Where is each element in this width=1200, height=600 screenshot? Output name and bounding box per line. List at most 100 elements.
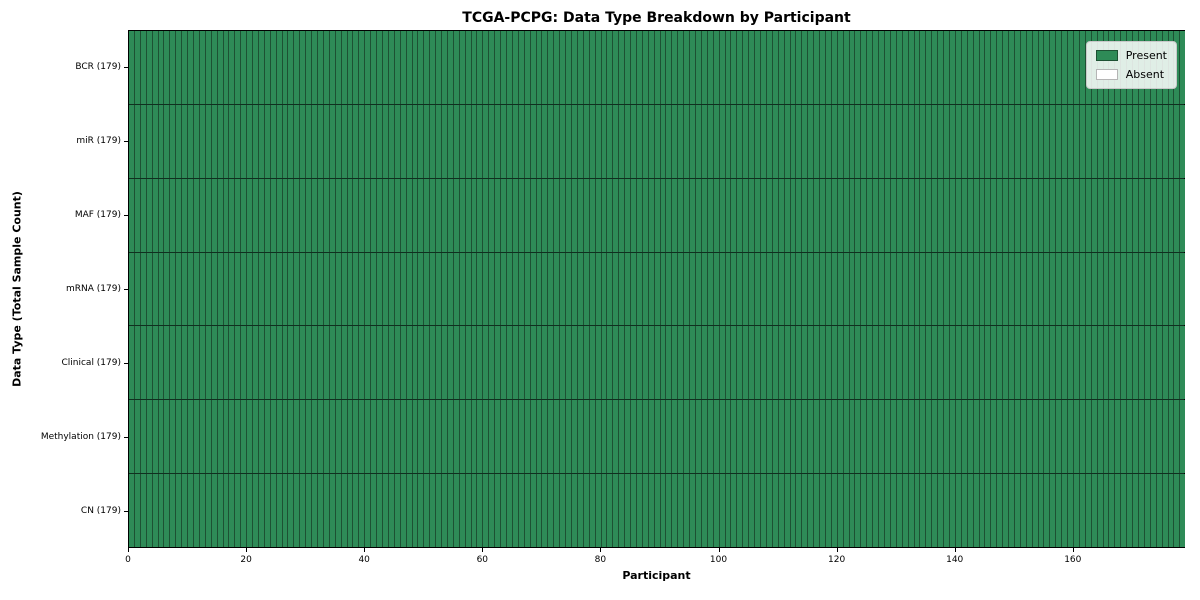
heatmap-cell (878, 104, 884, 178)
heatmap-cell (754, 104, 760, 178)
heatmap-cell (506, 326, 512, 400)
heatmap-cell (1167, 400, 1174, 474)
heatmap-cell (718, 104, 725, 178)
heatmap-cell (606, 400, 613, 474)
heatmap-cell (813, 326, 820, 400)
heatmap-cell (618, 178, 625, 252)
heatmap-cell (824, 178, 831, 252)
heatmap-cell (1126, 474, 1133, 548)
heatmap-cell (895, 104, 902, 178)
heatmap-cell (281, 31, 288, 104)
heatmap-cell (937, 400, 944, 474)
heatmap-cell (984, 31, 991, 104)
y-axis-tick-labels: BCR (179) miR (179) MAF (179) mRNA (179) Cli… (0, 30, 128, 548)
heatmap-cell (565, 326, 571, 400)
heatmap-cell (494, 326, 501, 400)
heatmap-cell (966, 400, 973, 474)
heatmap-cell (240, 178, 247, 252)
heatmap-cell (257, 31, 264, 104)
x-tick-mark (718, 548, 720, 552)
heatmap-cell (1126, 252, 1133, 326)
heatmap-cell (1031, 474, 1038, 548)
heatmap-cell (842, 104, 849, 178)
heatmap-cell (594, 178, 601, 252)
heatmap-cell (393, 104, 400, 178)
heatmap-cell (281, 474, 288, 548)
heatmap-cell (246, 31, 253, 104)
heatmap-cell (299, 474, 306, 548)
heatmap-cell (340, 474, 347, 548)
x-tick-mark (364, 548, 366, 552)
heatmap-cell (972, 400, 979, 474)
heatmap-cell (322, 104, 329, 178)
heatmap-cell (819, 400, 825, 474)
heatmap-cell (1037, 31, 1044, 104)
heatmap-cell (370, 252, 377, 326)
heatmap-cell (695, 178, 701, 252)
heatmap-cell (470, 104, 477, 178)
heatmap-cell (234, 326, 241, 400)
heatmap-cell (789, 326, 796, 400)
legend: Present Absent (1085, 41, 1177, 89)
heatmap-cell (683, 178, 690, 252)
heatmap-cell (830, 326, 837, 400)
heatmap-cell (978, 31, 985, 104)
heatmap-cell (830, 31, 837, 104)
heatmap-cell (795, 104, 802, 178)
heatmap-cell (163, 104, 170, 178)
heatmap-cell (511, 474, 518, 548)
heatmap-cell (630, 400, 636, 474)
heatmap-cell (1061, 326, 1068, 400)
heatmap-cell (925, 31, 932, 104)
heatmap-cell (836, 178, 843, 252)
heatmap-cell (293, 326, 300, 400)
heatmap-cell (346, 178, 353, 252)
heatmap-cell (901, 31, 908, 104)
heatmap-cell (376, 104, 382, 178)
heatmap-cell (618, 474, 625, 548)
y-tick-mark (124, 436, 128, 438)
heatmap-cell (506, 252, 512, 326)
heatmap-cell (317, 474, 323, 548)
heatmap-cell (984, 178, 991, 252)
heatmap-cell (517, 31, 524, 104)
heatmap-cell (1061, 178, 1068, 252)
heatmap-cell (1173, 178, 1180, 252)
heatmap-cell (724, 31, 731, 104)
heatmap-cell (978, 252, 985, 326)
heatmap-cell (1055, 178, 1062, 252)
x-tick-mark (246, 548, 248, 552)
legend-label: Absent (1125, 68, 1165, 81)
heatmap-cell (133, 252, 140, 326)
heatmap-cell (163, 474, 170, 548)
heatmap-cell (133, 104, 140, 178)
heatmap-cell (771, 178, 778, 252)
heatmap-cell (376, 31, 382, 104)
heatmap-cell (582, 474, 589, 548)
heatmap-cell (175, 474, 182, 548)
heatmap-cell (1061, 31, 1068, 104)
heatmap-cell (381, 252, 388, 326)
heatmap-cell (452, 326, 459, 400)
heatmap-cell (919, 31, 926, 104)
heatmap-cell (872, 400, 879, 474)
heatmap-cell (441, 474, 447, 548)
heatmap-cell (287, 474, 294, 548)
heatmap-cell (960, 252, 967, 326)
heatmap-cell (1173, 252, 1180, 326)
heatmap-cell (647, 400, 654, 474)
heatmap-cell (535, 104, 542, 178)
heatmap-cell (919, 474, 926, 548)
heatmap-cell (1102, 474, 1109, 548)
heatmap-cell (376, 178, 382, 252)
heatmap-cell (913, 474, 920, 548)
heatmap-cell (1008, 326, 1014, 400)
heatmap-cell (1126, 104, 1133, 178)
heatmap-cell (1167, 474, 1174, 548)
heatmap-cell (765, 178, 772, 252)
heatmap-cell (1173, 326, 1180, 400)
heatmap-cell (854, 252, 861, 326)
heatmap-cell (376, 400, 382, 474)
heatmap-cell (665, 104, 672, 178)
heatmap-cell (972, 252, 979, 326)
